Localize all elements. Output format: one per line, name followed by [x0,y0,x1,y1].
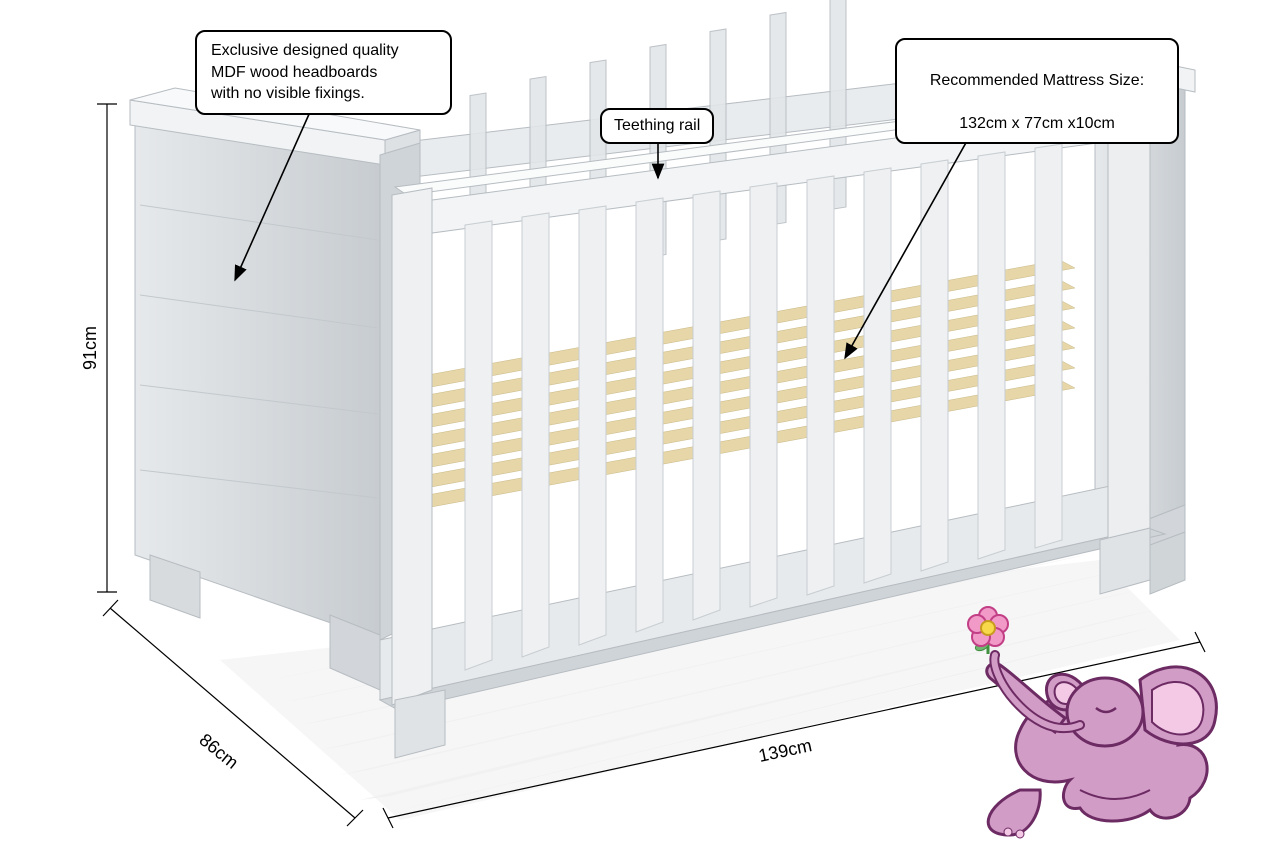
mattress-slats [400,260,1075,510]
dim-depth-label: 86cm [195,730,242,773]
callout-mattress-line2: 132cm x 77cm x10cm [959,115,1115,132]
dim-height-label: 91cm [80,326,100,370]
callout-mattress: Recommended Mattress Size: 132cm x 77cm … [895,38,1179,144]
dim-width-label: 139cm [757,735,814,766]
crib-headboard-left [130,88,420,690]
callout-teething: Teething rail [600,108,714,144]
callout-mattress-line1: Recommended Mattress Size: [930,72,1144,89]
callout-headboard: Exclusive designed quality MDF wood head… [195,30,452,115]
